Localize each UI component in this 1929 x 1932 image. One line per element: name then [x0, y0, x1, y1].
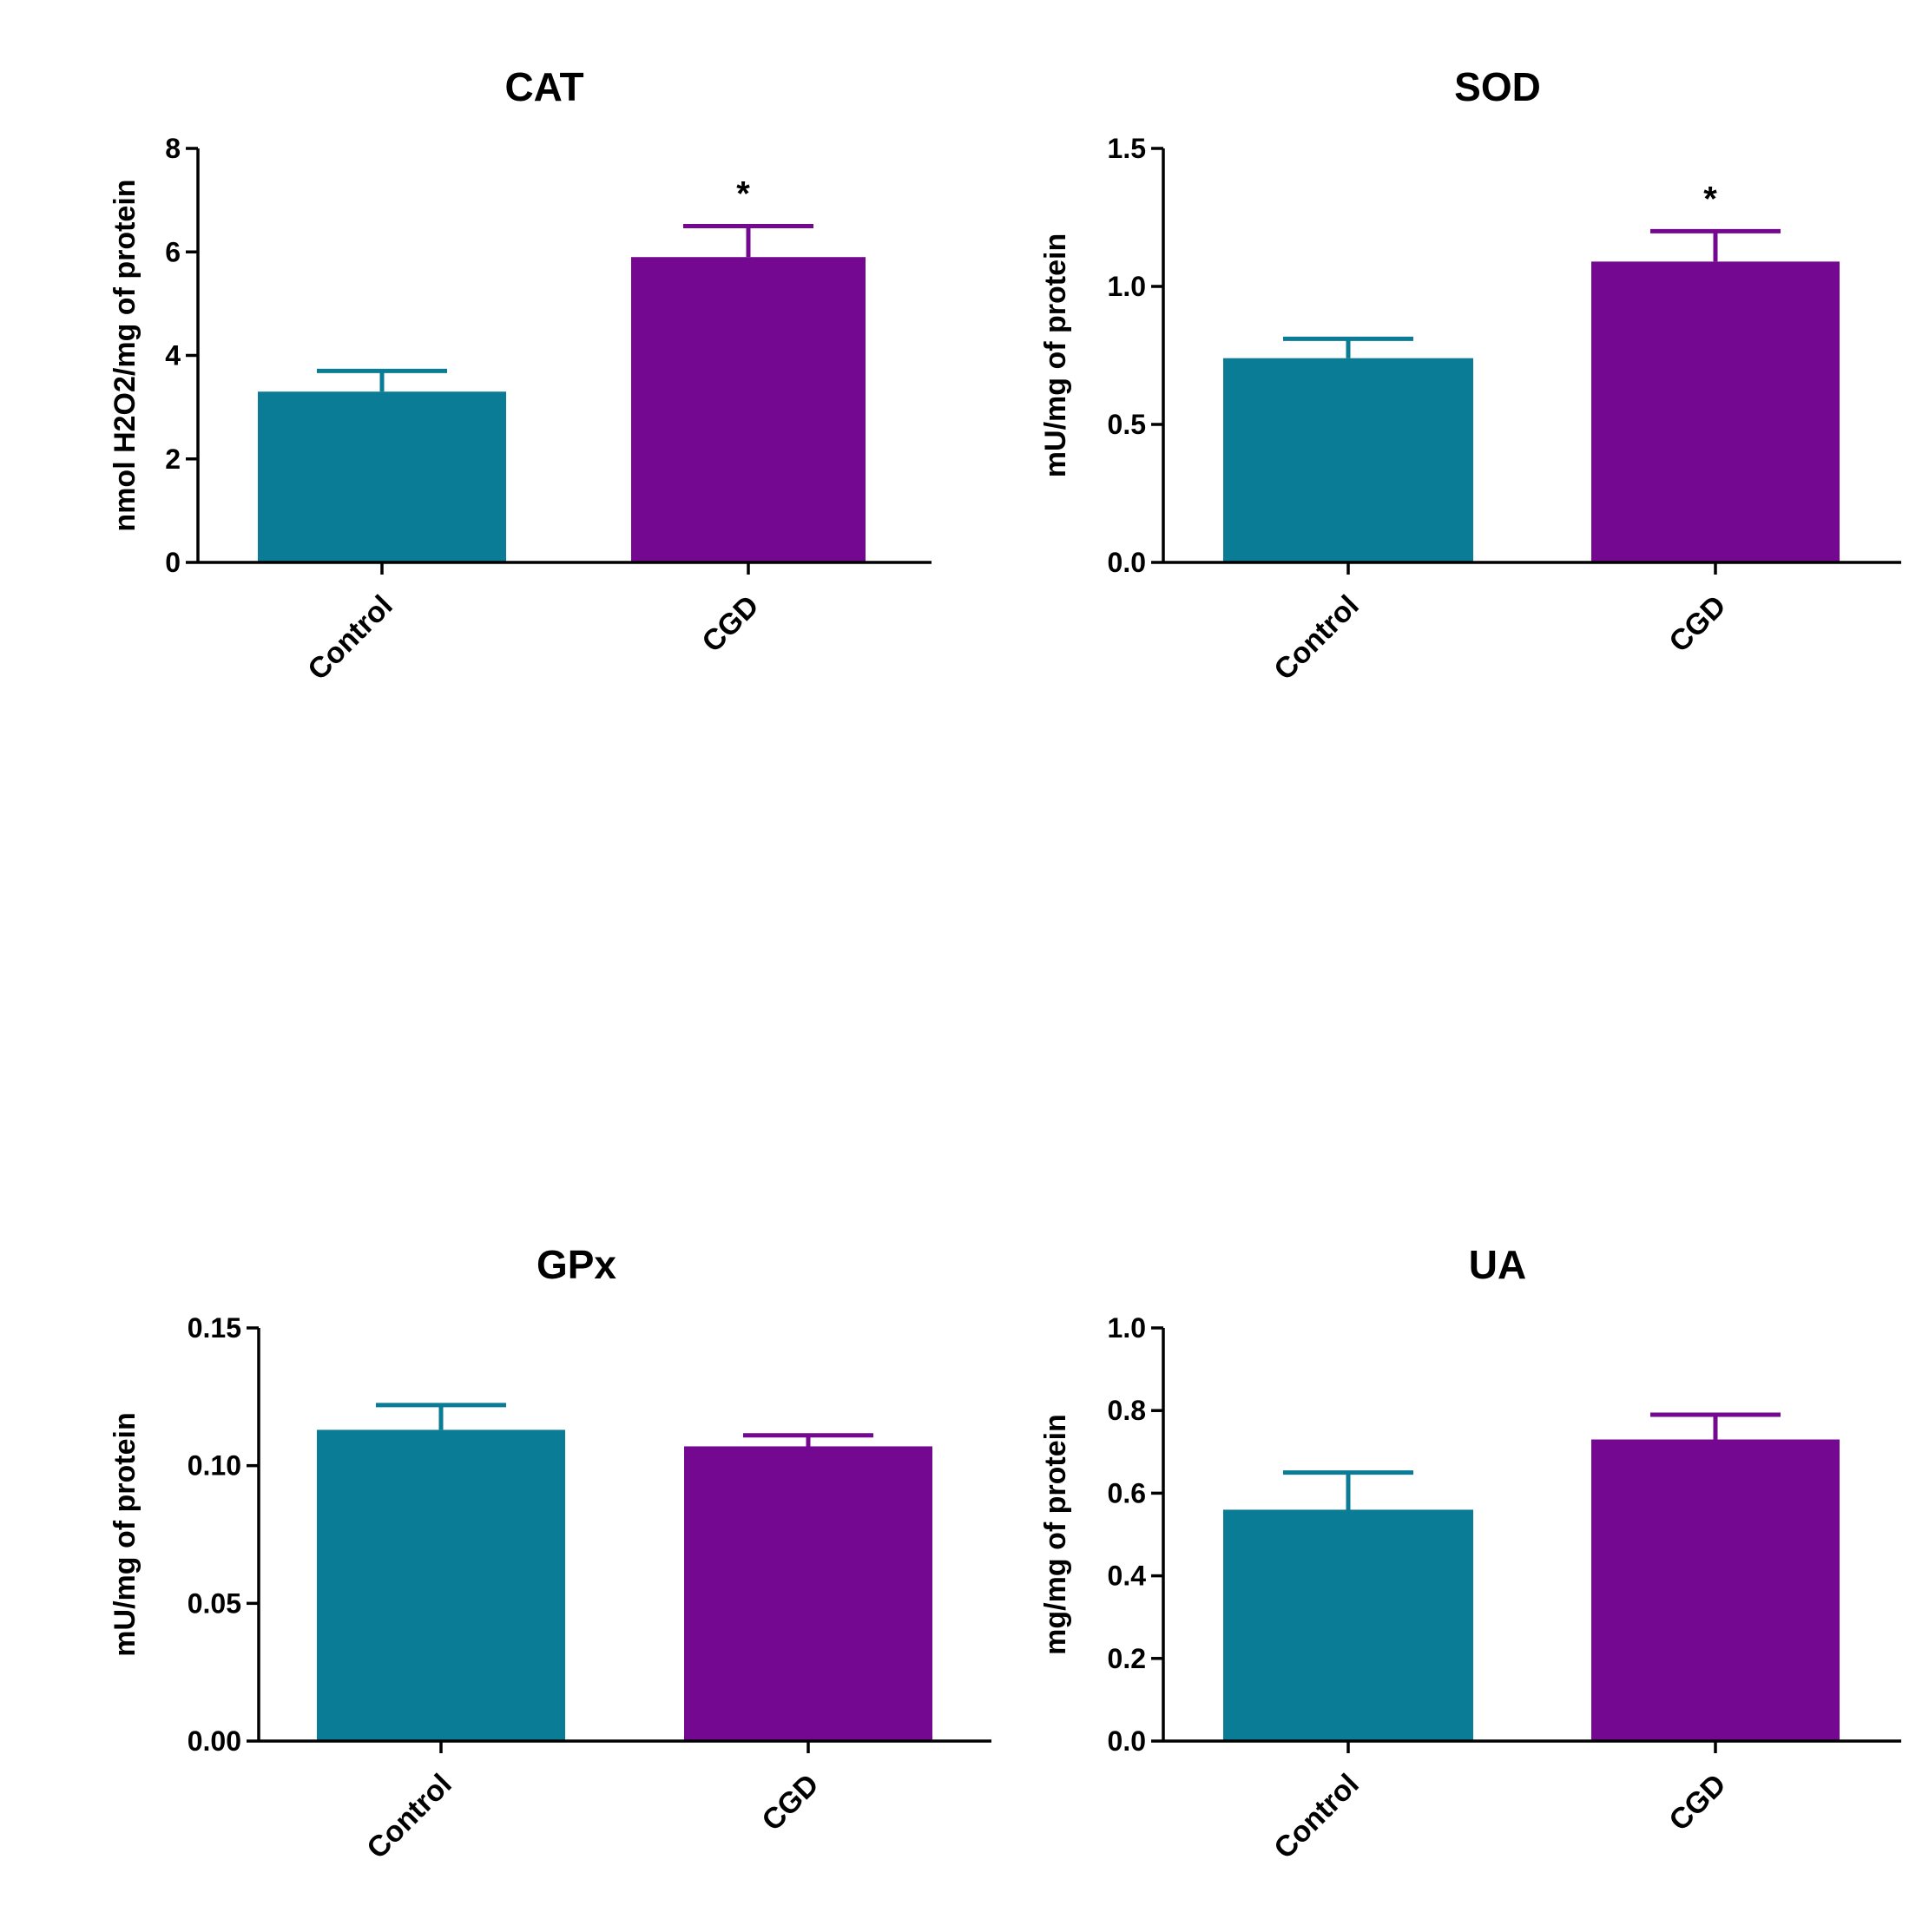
- error-bar-cgd: [683, 223, 813, 258]
- significance-marker: *: [736, 174, 750, 213]
- y-tick-label: 0: [165, 547, 181, 578]
- chart-title: SOD: [1454, 64, 1541, 109]
- bar-control: [317, 1429, 565, 1741]
- error-bar-cgd: [1650, 1412, 1781, 1440]
- y-tick-label: 0.8: [1108, 1395, 1146, 1426]
- y-tick-label: 0.00: [188, 1725, 241, 1757]
- y-tick-label: 0.10: [188, 1450, 241, 1482]
- y-tick-label: 0.6: [1108, 1477, 1146, 1508]
- y-axis-label: mU/mg of protein: [1039, 233, 1072, 477]
- y-tick-label: 0.05: [188, 1587, 241, 1619]
- bar-cgd: [684, 1446, 932, 1741]
- error-bar-control: [376, 1403, 506, 1430]
- category-label-control: Control: [301, 589, 398, 687]
- y-tick-label: 6: [165, 236, 181, 267]
- y-tick-label: 0.0: [1108, 547, 1146, 578]
- error-bar-cgd: [743, 1433, 873, 1447]
- error-bar-control: [1283, 1470, 1413, 1510]
- y-tick-label: 0.15: [188, 1312, 241, 1344]
- bar-cgd: [631, 257, 866, 562]
- y-tick-label: 0.4: [1108, 1561, 1147, 1592]
- y-tick-label: 0.0: [1108, 1725, 1146, 1757]
- y-axis-label: mg/mg of protein: [1039, 1414, 1072, 1655]
- chart-title: UA: [1469, 1242, 1526, 1287]
- chart-gpx: GPx mU/mg of protein 0.00 0.05 0.10 0.15 Contr…: [109, 1242, 991, 1865]
- category-label-cgd: CGD: [1662, 589, 1732, 659]
- y-tick-label: 8: [165, 133, 181, 164]
- y-axis-label: nmol H2O2/mg of protein: [109, 179, 142, 531]
- chart-title: CAT: [504, 64, 583, 109]
- chart-cat: CAT nmol H2O2/mg of protein * 0 2 4 6 8 Control C…: [109, 64, 932, 687]
- category-label-cgd: CGD: [1662, 1768, 1732, 1837]
- y-tick-label: 1.5: [1108, 133, 1146, 164]
- y-tick-label: 2: [165, 444, 181, 475]
- significance-marker: *: [1703, 180, 1717, 218]
- category-label-cgd: CGD: [695, 589, 765, 659]
- category-label-control: Control: [1267, 1768, 1365, 1865]
- error-bar-control: [1283, 336, 1413, 358]
- category-label-cgd: CGD: [755, 1768, 825, 1837]
- y-axis-label: mU/mg of protein: [109, 1412, 142, 1656]
- bar-control: [258, 391, 506, 562]
- bar-control: [1223, 1509, 1473, 1741]
- error-bar-cgd: [1650, 228, 1781, 262]
- category-label-control: Control: [360, 1768, 458, 1865]
- y-tick-label: 0.5: [1108, 409, 1146, 440]
- chart-ua: UA mg/mg of protein 0.0 0.2 0.4 0.6 0.8 1.0 Cont…: [1039, 1242, 1901, 1865]
- chart-title: GPx: [537, 1242, 616, 1287]
- y-tick-label: 0.2: [1108, 1643, 1146, 1674]
- y-tick-label: 4: [165, 340, 181, 371]
- y-tick-label: 1.0: [1108, 1312, 1146, 1344]
- category-label-control: Control: [1267, 589, 1365, 687]
- y-tick-label: 1.0: [1108, 271, 1146, 302]
- bar-control: [1223, 358, 1473, 562]
- bar-cgd: [1591, 1439, 1840, 1741]
- error-bar-control: [317, 368, 447, 392]
- bar-cgd: [1591, 261, 1840, 562]
- chart-sod: SOD mU/mg of protein * 0.0 0.5 1.0 1.5 Control C…: [1039, 64, 1901, 687]
